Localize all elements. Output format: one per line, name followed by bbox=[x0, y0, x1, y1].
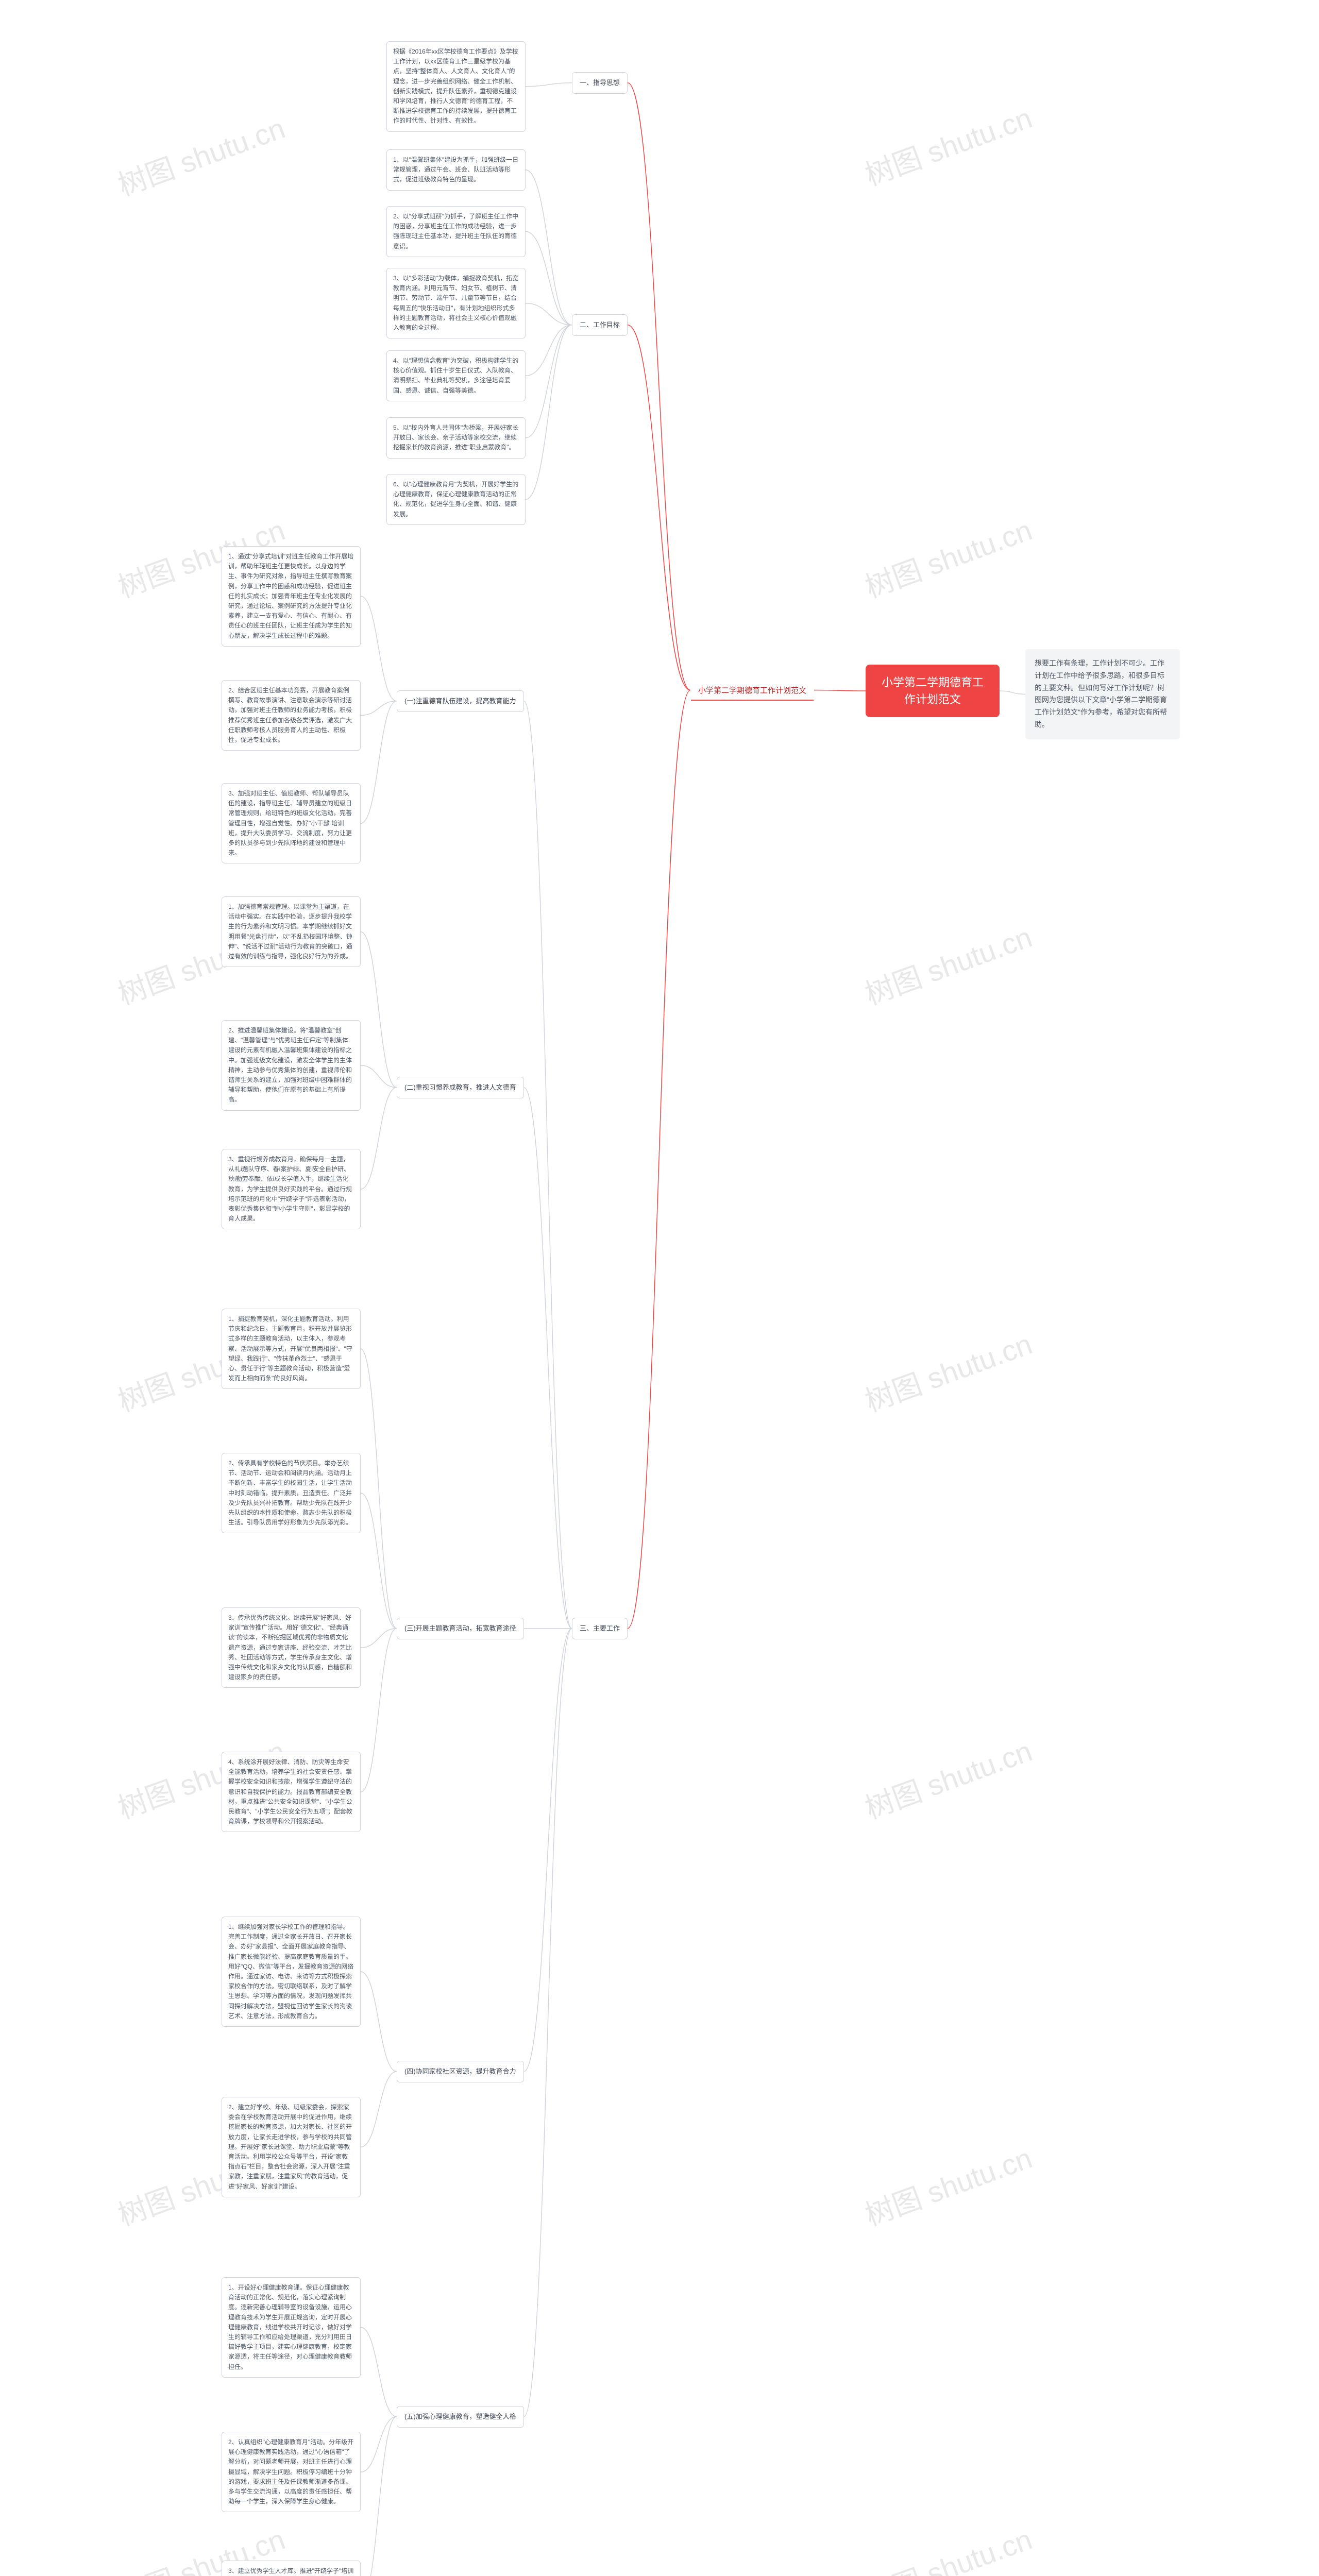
watermark: 树图 shutu.cn bbox=[858, 1728, 1037, 1827]
g5-leaf-1: 1、开设好心理健康教育课。保证心理健康教育活动的正常化、规范化，落实心理紧询制度… bbox=[222, 2277, 361, 2378]
sec2-leaf-2: 2、以"分享式班研"为抓手，了解班主任工作中的困惑，分享班主任工作的成功经验，进… bbox=[386, 206, 526, 257]
g2-leaf-3: 3、重视行规养成教育月，确保每月一主题，从礼i题队守序、春i案护绿、夏i安全自护… bbox=[222, 1149, 361, 1229]
g5-leaf-2: 2、认真组织"心理健康教育月"活动。分年级开展心理健康教育实践活动，通过"心语信… bbox=[222, 2432, 361, 2512]
watermark: 树图 shutu.cn bbox=[858, 2135, 1037, 2234]
root-node: 小学第二学期德育工作计划范文 bbox=[866, 665, 1000, 717]
watermark: 树图 shutu.cn bbox=[111, 105, 290, 204]
desc-text: 想要工作有条理，工作计划不可少。工作计划在工作中给予很多思路，和很多目标的主要文… bbox=[1035, 659, 1167, 728]
g3-leaf-1: 1、捕捉教育契机，深化主题教育活动。利用节庆和纪念日，主题教育月，积开放并展览形… bbox=[222, 1309, 361, 1389]
sec3-group-5: (五)加强心理健康教育，塑造健全人格 bbox=[397, 2406, 524, 2428]
section-3: 三、主要工作 bbox=[572, 1618, 628, 1639]
g4-leaf-2: 2、建立好学校、年级、班级家委会，探索家委会在学校教育活动开展中的促进作用，继续… bbox=[222, 2097, 361, 2197]
g3-leaf-2: 2、传承具有学校特色的节庆项目。举办艺续节、活动节、运动会和阅读月内涵。活动月上… bbox=[222, 1453, 361, 1533]
watermark: 树图 shutu.cn bbox=[858, 914, 1037, 1013]
watermark: 树图 shutu.cn bbox=[858, 507, 1037, 606]
g4-leaf-1: 1、继续加强对家长学校工作的管理和指导。完善工作制度，通过全家长开放日、召开家长… bbox=[222, 1917, 361, 2027]
spine-label: 小学第二学期德育工作计划范文 bbox=[690, 680, 814, 700]
g1-leaf-2: 2、结合区班主任基本功竞赛，开展教育案例撰写、教育故事演讲、注意耿会演示等研讨活… bbox=[222, 680, 361, 751]
g2-leaf-2: 2、推进温馨班集体建设。将"温馨教室"创建、"温馨管理"与"优秀班主任评定"等制… bbox=[222, 1020, 361, 1111]
sec3-group-3: (三)开展主题教育活动，拓宽教育途径 bbox=[397, 1618, 524, 1639]
sec3-group-2: (二)重视习惯养成教育，推进人文德育 bbox=[397, 1077, 524, 1098]
connector-lines bbox=[0, 0, 1319, 2576]
sec2-leaf-3: 3、以"多彩活动"为载体，捕捉教育契机，拓宽教育内涵。利用元宵节、妇女节、植树节… bbox=[386, 268, 526, 338]
g3-leaf-4: 4、系统涂开展好法律、消防、防灾等生命安全能教育活动，培养学生的社会安责任感、掌… bbox=[222, 1752, 361, 1832]
root-title: 小学第二学期德育工作计划范文 bbox=[882, 676, 984, 706]
g2-leaf-1: 1、加强德育常规管理。以课堂为主渠道，在活动中强实。在实践中检验，逐步提升我校学… bbox=[222, 896, 361, 967]
watermark: 树图 shutu.cn bbox=[858, 2516, 1037, 2576]
g3-leaf-3: 3、传承优秀传统文化。继续开展"好家风、好家训"宣传推广活动。用好"德文化"、"… bbox=[222, 1607, 361, 1688]
section-2: 二、工作目标 bbox=[572, 314, 628, 336]
sec2-leaf-1: 1、以"温馨班集体"建设为抓手，加强班级一日常规管理，通过午会、班会、队班活动等… bbox=[386, 149, 526, 191]
g1-leaf-1: 1、通过"分享式培训"对班主任教育工作开展培训，帮助年轻班主任更快成长。以身边的… bbox=[222, 546, 361, 647]
sec1-leaf-1: 根据《2016年xx区学校德育工作要点》及学校工作计划，以xx区德育工作三星级学… bbox=[386, 41, 526, 132]
g5-leaf-3: 3、建立优秀学生人才库。推进"开跷学子"培训进程，通过班主任、家长、任课师的推荐… bbox=[222, 2561, 361, 2576]
root-description: 想要工作有条理，工作计划不可少。工作计划在工作中给予很多思路，和很多目标的主要文… bbox=[1025, 649, 1180, 739]
sec2-leaf-6: 6、以"心理健康教育月"为契机，开展好学生的心理健康教育，保证心理健康教育活动的… bbox=[386, 474, 526, 525]
sec3-group-1: (一)注重德育队伍建设，提高教育能力 bbox=[397, 690, 524, 712]
sec3-group-4: (四)协同家校社区资源，提升教育合力 bbox=[397, 2061, 524, 2082]
watermark: 树图 shutu.cn bbox=[858, 1321, 1037, 1420]
sec2-leaf-5: 5、以"校内外育人共同体"为桥梁，开展好家长开放日、家长会、亲子活动等家校交流，… bbox=[386, 417, 526, 459]
section-1: 一、指导思想 bbox=[572, 72, 628, 94]
watermark: 树图 shutu.cn bbox=[858, 95, 1037, 194]
sec2-leaf-4: 4、以"理想信念教育"为突破，积极构建学生的核心价值观。抓住十岁生日仪式、入队教… bbox=[386, 350, 526, 401]
g1-leaf-3: 3、加强对班主任、值班教师、帮队辅导员队伍的建设，指导班主任、辅导员建立的班级日… bbox=[222, 783, 361, 863]
